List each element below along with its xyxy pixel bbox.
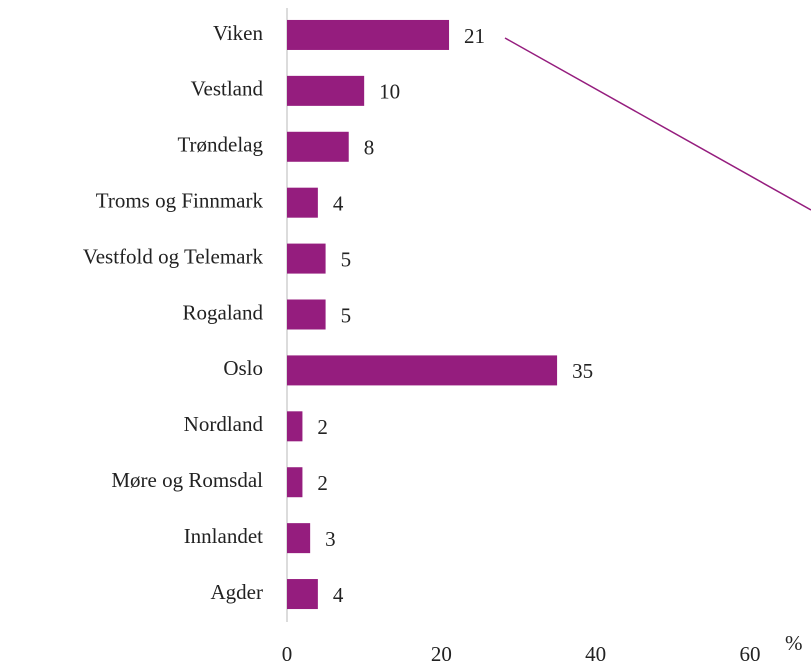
bar [287, 579, 318, 610]
value-label: 10 [379, 80, 400, 104]
bar [287, 411, 303, 442]
y-tick-label: Innlandet [184, 524, 263, 548]
x-axis-label: % [785, 631, 803, 655]
value-label: 5 [341, 303, 352, 327]
value-label: 3 [325, 527, 336, 551]
value-label: 21 [464, 24, 485, 48]
y-tick-label: Troms og Finnmark [96, 188, 264, 212]
y-tick-label: Vestland [191, 77, 264, 101]
value-label: 5 [341, 247, 352, 271]
y-tick-label: Nordland [184, 412, 264, 436]
bar [287, 299, 326, 330]
value-label: 4 [333, 191, 344, 215]
bar [287, 523, 311, 554]
value-label: 8 [364, 136, 375, 160]
bar [287, 187, 318, 218]
x-tick-label: 20 [431, 642, 452, 666]
bar [287, 131, 349, 162]
y-tick-label: Rogaland [183, 300, 264, 324]
x-tick-label: 60 [740, 642, 761, 666]
value-label: 35 [572, 359, 593, 383]
y-tick-label: Møre og Romsdal [111, 468, 263, 492]
y-tick-label: Vestfold og Telemark [83, 244, 264, 268]
value-label: 2 [317, 415, 328, 439]
bar [287, 355, 558, 386]
y-tick-label: Oslo [223, 356, 263, 380]
value-label: 2 [317, 471, 328, 495]
y-tick-label: Trøndelag [177, 133, 263, 157]
value-label: 4 [333, 583, 344, 607]
x-tick-label: 0 [282, 642, 293, 666]
x-tick-label: 40 [585, 642, 606, 666]
bar [287, 75, 365, 106]
bar [287, 467, 303, 498]
y-tick-label: Agder [211, 580, 263, 604]
leader-line [504, 37, 811, 211]
bar [287, 243, 326, 274]
y-tick-label: Viken [213, 21, 264, 45]
bar [287, 19, 450, 50]
